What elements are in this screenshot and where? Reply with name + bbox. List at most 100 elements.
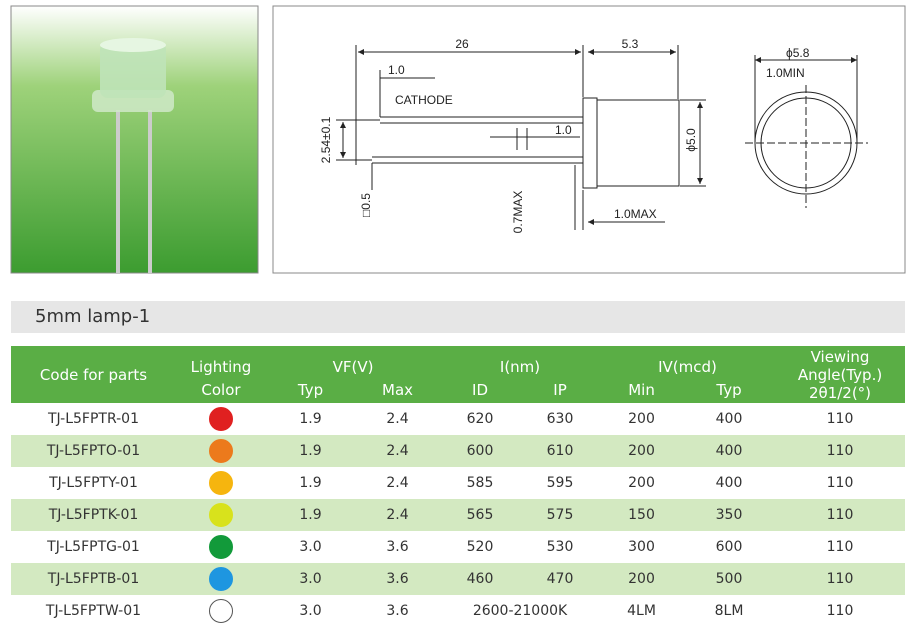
header-line: 2θ1/2(°) bbox=[808, 383, 872, 402]
id-cell: 565 bbox=[440, 499, 521, 531]
table-row: TJ-L5FPTK-01 1.9 2.4 565 575 150 350 110 bbox=[11, 499, 906, 531]
dim-label: 1.0MIN bbox=[766, 66, 805, 80]
color-cell bbox=[176, 531, 266, 563]
code-cell: TJ-L5FPTG-01 bbox=[47, 539, 140, 555]
vf-typ-cell: 1.9 bbox=[266, 499, 355, 531]
header-line: Viewing bbox=[810, 347, 870, 366]
dim-label: 1.0MAX bbox=[614, 207, 657, 221]
vf-typ-cell: 1.9 bbox=[266, 435, 355, 467]
header-cell: IV(mcd) bbox=[600, 346, 776, 376]
code-cell: TJ-L5FPTB-01 bbox=[11, 563, 176, 595]
header-line: Angle(Typ.) bbox=[797, 365, 883, 384]
id-cell: 585 bbox=[466, 475, 494, 491]
angle-cell: 110 bbox=[775, 499, 906, 531]
color-cell bbox=[176, 563, 266, 595]
header-cell: Code for parts bbox=[11, 346, 176, 403]
vf-typ-cell: 3.0 bbox=[299, 539, 322, 555]
angle-cell: 110 bbox=[826, 475, 854, 491]
table-row: TJ-L5FPTB-01 3.0 3.6 460 470 200 500 110 bbox=[11, 563, 906, 595]
ip-cell: 470 bbox=[520, 563, 601, 595]
dimension-drawing bbox=[272, 5, 906, 274]
color-dot bbox=[209, 407, 233, 431]
dim-label: ϕ5.0 bbox=[684, 128, 698, 152]
color-cell bbox=[176, 467, 266, 499]
iv-typ-cell: 400 bbox=[715, 475, 743, 491]
header-cell: Max bbox=[355, 376, 441, 403]
color-dot bbox=[209, 471, 233, 495]
color-dot bbox=[209, 503, 233, 527]
iv-min-cell: 200 bbox=[600, 563, 684, 595]
ip-cell: 610 bbox=[520, 435, 601, 467]
vf-max-cell: 3.6 bbox=[355, 563, 441, 595]
dim-label: 2.54±0.1 bbox=[319, 116, 333, 163]
code-cell: TJ-L5FPTK-01 bbox=[11, 499, 176, 531]
color-cell bbox=[176, 595, 266, 627]
iv-min-cell: 4LM bbox=[627, 603, 656, 619]
iv-min-cell: 200 bbox=[628, 475, 655, 491]
header-cell: Typ bbox=[266, 376, 355, 403]
section-bar: 5mm lamp-1 bbox=[11, 301, 905, 333]
table-row: TJ-L5FPTW-01 3.0 3.6 2600-21000K 4LM 8LM 110 bbox=[11, 595, 905, 627]
iv-min-cell: 200 bbox=[628, 411, 655, 427]
iv-min-cell: 150 bbox=[600, 499, 684, 531]
ip-cell: 595 bbox=[546, 475, 574, 491]
vf-max-cell: 3.6 bbox=[386, 539, 409, 555]
color-dot bbox=[209, 439, 233, 463]
dim-label: 26 bbox=[455, 37, 469, 51]
header-cell: VF(V) bbox=[266, 346, 441, 376]
dim-label: ϕ5.8 bbox=[786, 46, 810, 60]
code-cell: TJ-L5FPTR-01 bbox=[47, 411, 139, 427]
cct-cell: 2600-21000K bbox=[472, 603, 568, 619]
color-cell bbox=[176, 403, 266, 435]
header-cell: Viewing Angle(Typ.) 2θ1/2(°) bbox=[775, 346, 906, 403]
id-cell: 600 bbox=[440, 435, 521, 467]
header-cell: ID bbox=[440, 376, 521, 403]
vf-typ-cell: 3.0 bbox=[299, 603, 322, 619]
dim-label: CATHODE bbox=[395, 93, 453, 107]
vf-max-cell: 2.4 bbox=[386, 411, 409, 427]
dim-label: 5.3 bbox=[622, 37, 639, 51]
header-cell: I(nm) bbox=[440, 346, 601, 376]
table-row: TJ-L5FPTG-01 3.0 3.6 520 530 300 600 110 bbox=[11, 531, 905, 563]
iv-typ-cell: 400 bbox=[715, 411, 743, 427]
angle-cell: 110 bbox=[826, 539, 854, 555]
table-row: TJ-L5FPTY-01 1.9 2.4 585 595 200 400 110 bbox=[11, 467, 905, 499]
vf-max-cell: 3.6 bbox=[386, 603, 409, 619]
vf-typ-cell: 1.9 bbox=[299, 411, 322, 427]
id-cell: 620 bbox=[466, 411, 494, 427]
header-cell: Lighting bbox=[176, 346, 266, 376]
ip-cell: 575 bbox=[520, 499, 601, 531]
top-panels: 26 5.3 1.0 CATHODE 2.54±0.1 1.0 ϕ5.0 □0.… bbox=[10, 5, 906, 274]
color-cell bbox=[176, 499, 266, 531]
code-cell: TJ-L5FPTY-01 bbox=[49, 475, 138, 491]
dim-label: 1.0 bbox=[555, 123, 572, 137]
color-dot bbox=[209, 599, 233, 623]
iv-min-cell: 200 bbox=[600, 435, 684, 467]
header-cell: Typ bbox=[683, 376, 776, 403]
color-dot bbox=[209, 535, 233, 559]
angle-cell: 110 bbox=[826, 603, 854, 619]
dim-label: 1.0 bbox=[388, 63, 405, 77]
spec-table: Code for parts Lighting VF(V) I(nm) IV(m… bbox=[11, 346, 906, 627]
iv-min-cell: 300 bbox=[628, 539, 655, 555]
vf-max-cell: 2.4 bbox=[355, 499, 441, 531]
dim-label: 0.7MAX bbox=[511, 191, 525, 234]
code-cell: TJ-L5FPTW-01 bbox=[45, 603, 142, 619]
color-dot bbox=[209, 567, 233, 591]
iv-typ-cell: 500 bbox=[683, 563, 776, 595]
product-photo bbox=[10, 5, 259, 274]
table-row: TJ-L5FPTO-01 1.9 2.4 600 610 200 400 110 bbox=[11, 435, 906, 467]
vf-typ-cell: 3.0 bbox=[266, 563, 355, 595]
table-row: TJ-L5FPTR-01 1.9 2.4 620 630 200 400 110 bbox=[11, 403, 905, 435]
iv-typ-cell: 350 bbox=[683, 499, 776, 531]
table-body: TJ-L5FPTR-01 1.9 2.4 620 630 200 400 110 TJ-L5FP… bbox=[11, 403, 906, 627]
section-title: 5mm lamp-1 bbox=[35, 306, 151, 327]
angle-cell: 110 bbox=[775, 435, 906, 467]
color-cell bbox=[176, 435, 266, 467]
iv-typ-cell: 8LM bbox=[714, 603, 744, 619]
id-cell: 460 bbox=[440, 563, 521, 595]
vf-max-cell: 2.4 bbox=[386, 475, 409, 491]
angle-cell: 110 bbox=[775, 563, 906, 595]
header-cell: IP bbox=[520, 376, 601, 403]
